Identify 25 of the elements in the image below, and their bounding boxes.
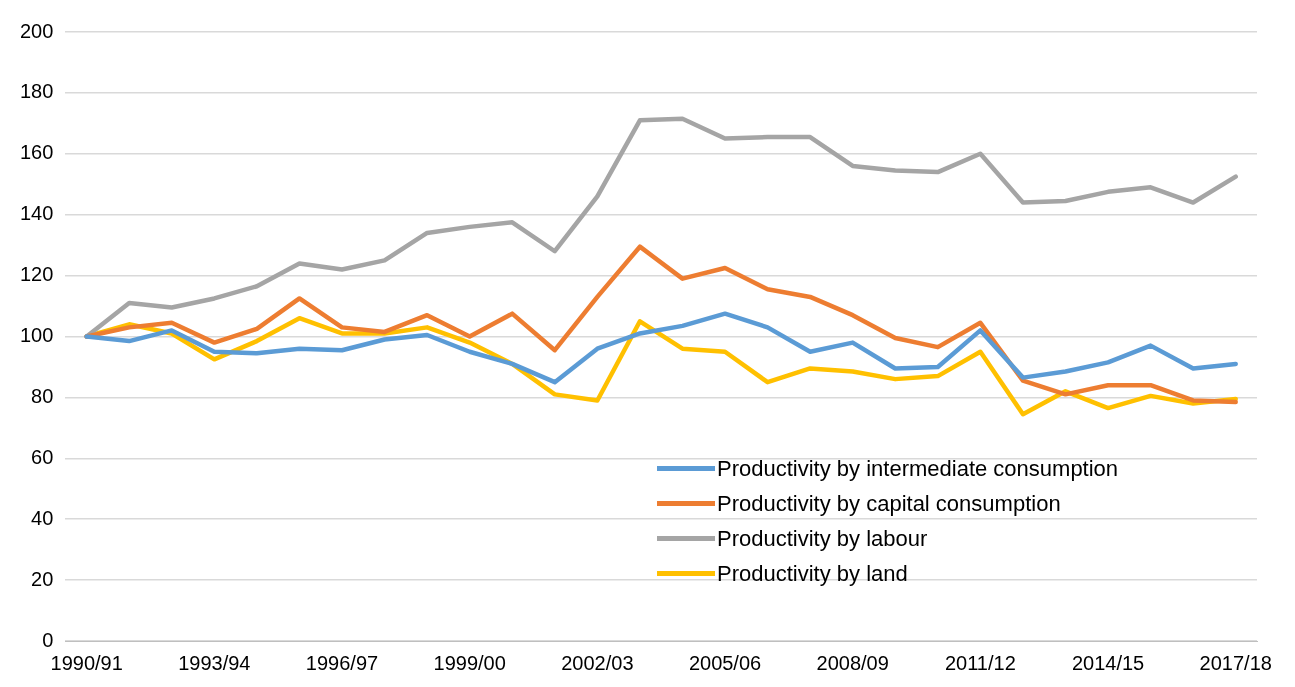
y-tick-label: 20 — [31, 567, 54, 590]
x-tick-label: 2002/03 — [561, 651, 634, 674]
x-tick-label: 2005/06 — [688, 651, 762, 674]
x-tick-label: 2017/18 — [1199, 651, 1272, 674]
legend-label: Productivity by labour — [717, 525, 928, 553]
x-tick-label: 1990/91 — [50, 651, 123, 674]
x-tick-label: 1999/00 — [433, 651, 506, 674]
x-tick-label: 2011/12 — [944, 651, 1016, 674]
x-tick-label: 2008/09 — [816, 651, 889, 674]
x-tick-label: 1996/97 — [305, 651, 379, 674]
legend-label: Productivity by intermediate consumption — [717, 455, 1119, 483]
legend-label: Productivity by land — [717, 560, 908, 588]
y-tick-label: 140 — [19, 202, 54, 225]
y-tick-label: 120 — [19, 263, 54, 286]
x-tick-label: 2014/15 — [1071, 651, 1145, 674]
x-tick-label: 1993/94 — [178, 651, 251, 674]
y-tick-label: 200 — [19, 19, 54, 42]
y-tick-label: 180 — [19, 80, 54, 103]
y-tick-label: 100 — [19, 324, 54, 347]
y-tick-label: 40 — [31, 506, 54, 529]
y-tick-label: 60 — [31, 445, 54, 468]
y-tick-label: 160 — [19, 141, 54, 164]
y-tick-label: 80 — [31, 384, 54, 407]
legend-label: Productivity by capital consumption — [717, 490, 1061, 518]
y-tick-label: 0 — [42, 628, 54, 651]
